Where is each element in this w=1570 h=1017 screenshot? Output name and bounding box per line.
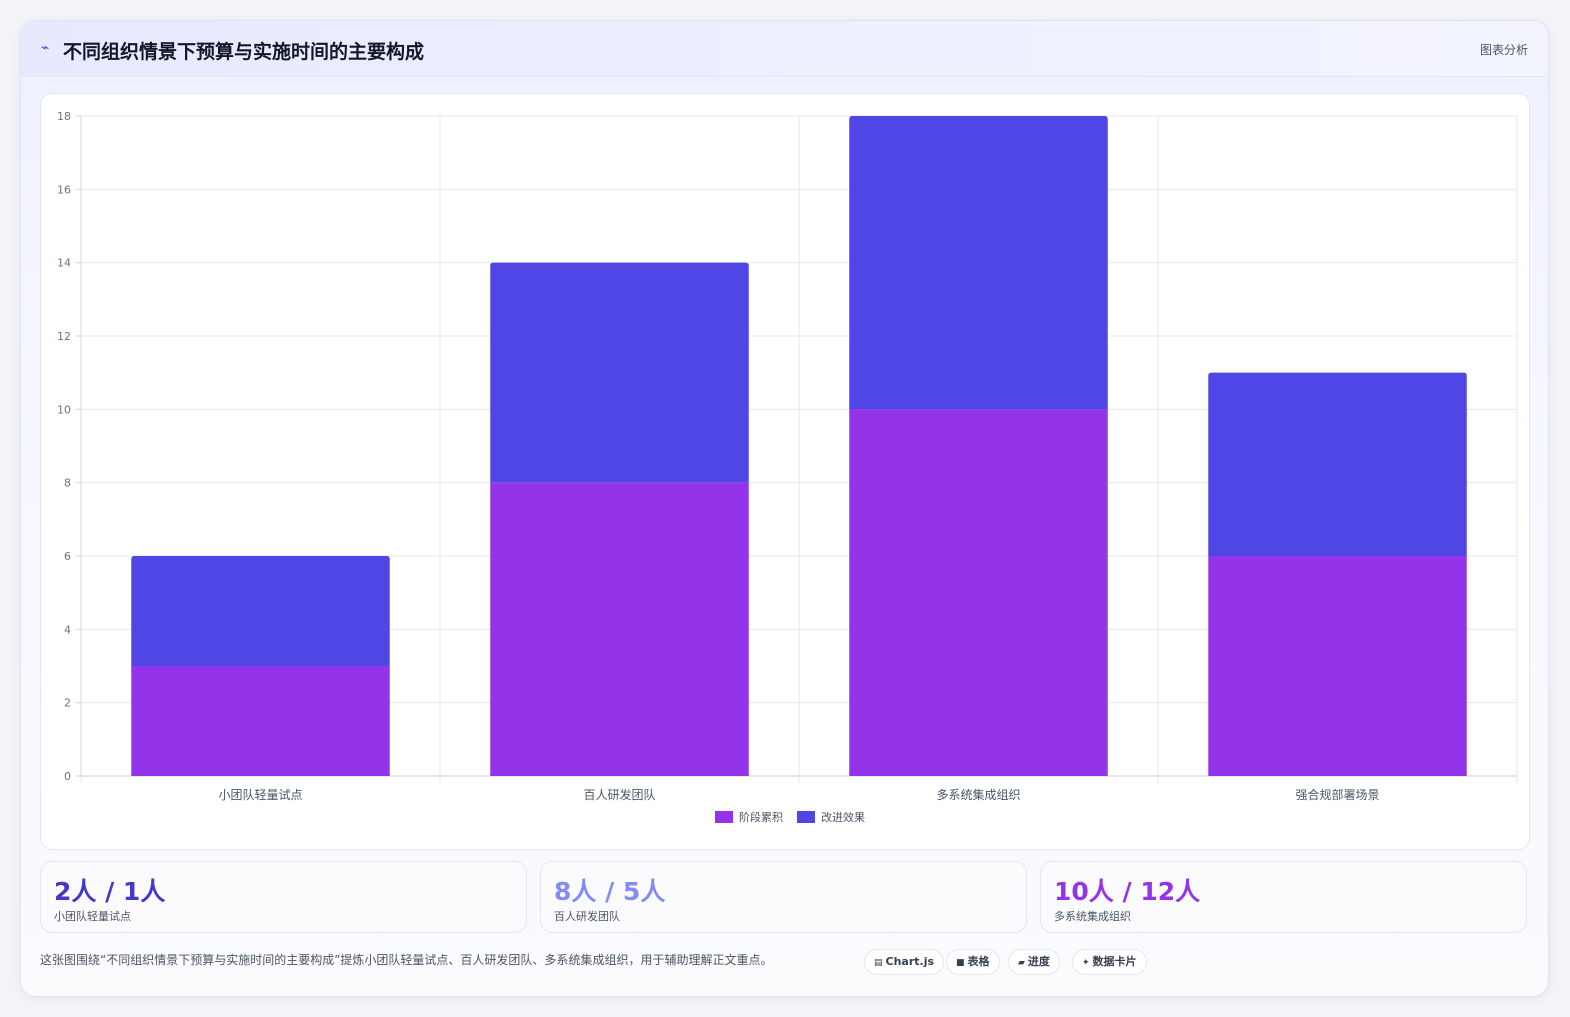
x-tick-label: 百人研发团队 — [583, 787, 655, 802]
tag-label: 数据卡片 — [1092, 955, 1137, 968]
y-tick-label: 16 — [57, 183, 71, 196]
sparkle-icon: ✦ — [1082, 958, 1090, 968]
stat-label: 小团队轻量试点 — [54, 910, 131, 923]
stat-value: 2人 / 1人 — [54, 877, 166, 906]
y-tick-label: 0 — [64, 770, 71, 783]
bar-stage — [490, 482, 749, 776]
bar-stage — [849, 409, 1108, 776]
bar-effect — [849, 116, 1108, 410]
legend-label: 改进效果 — [821, 810, 865, 824]
progress-icon: ▰ — [1018, 958, 1025, 968]
tag-progress[interactable]: ▰ 进度 — [1008, 949, 1060, 975]
table-icon: ■ — [956, 958, 965, 968]
chart-panel: 0 2 4 6 8 10 12 14 16 18 小团队轻量试点 百人研发团队 多系统集成组织 强合规部署… — [40, 93, 1530, 850]
y-tick-label: 12 — [57, 330, 71, 343]
stat-card: 10人 / 12人 多系统集成组织 — [1040, 861, 1527, 933]
y-tick-label: 8 — [64, 477, 71, 490]
trend-line-icon: ⌁ — [41, 40, 50, 56]
y-tick-label: 18 — [57, 110, 71, 123]
y-tick-label: 14 — [57, 257, 71, 270]
x-tick-label: 小团队轻量试点 — [218, 787, 302, 802]
y-tick-label: 6 — [64, 550, 71, 563]
y-tick-label: 10 — [57, 403, 71, 416]
x-tick-label: 多系统集成组织 — [936, 787, 1020, 802]
bar-stage — [1208, 556, 1467, 776]
legend-label: 阶段累积 — [739, 810, 783, 824]
legend-swatch — [715, 811, 733, 823]
stat-card: 2人 / 1人 小团队轻量试点 — [40, 861, 527, 933]
stat-cards: 2人 / 1人 小团队轻量试点 8人 / 5人 百人研发团队 10人 / 12人… — [40, 861, 1530, 933]
stat-label: 百人研发团队 — [554, 910, 620, 923]
bar-effect — [131, 556, 390, 666]
tag-data-card[interactable]: ✦ 数据卡片 — [1072, 949, 1147, 975]
chart-title: 不同组织情景下预算与实施时间的主要构成 — [63, 41, 425, 63]
card-header: ⌁ 不同组织情景下预算与实施时间的主要构成 图表分析 — [21, 21, 1548, 77]
legend-swatch — [797, 811, 815, 823]
tag-table[interactable]: ■ 表格 — [946, 949, 1000, 975]
stacked-bar-chart: 0 2 4 6 8 10 12 14 16 18 小团队轻量试点 百人研发团队 多系统集成组织 强合规部署… — [57, 110, 1518, 824]
chart-card: ⌁ 不同组织情景下预算与实施时间的主要构成 图表分析 0 2 4 6 8 10 12 14 16… — [20, 20, 1549, 997]
x-tick-label: 强合规部署场景 — [1295, 787, 1379, 802]
stat-card: 8人 / 5人 百人研发团队 — [540, 861, 1027, 933]
tag-label: Chart.js — [885, 955, 935, 968]
tag-label: 表格 — [967, 955, 990, 968]
stat-label: 多系统集成组织 — [1054, 910, 1131, 923]
y-tick-label: 4 — [64, 623, 71, 636]
chart-description: 这张图围绕“不同组织情景下预算与实施时间的主要构成”提炼小团队轻量试点、百人研发… — [40, 953, 773, 967]
tag-chartjs[interactable]: ▤ Chart.js — [864, 949, 945, 975]
bar-effect — [490, 262, 749, 483]
y-tick-label: 2 — [64, 697, 71, 710]
bar-effect — [1208, 372, 1467, 556]
chart-icon: ▤ — [874, 958, 883, 968]
tag-label: 进度 — [1027, 955, 1050, 968]
stat-value: 10人 / 12人 — [1054, 877, 1201, 906]
bar-stage — [131, 666, 390, 776]
chart-analysis-link[interactable]: 图表分析 — [1479, 43, 1528, 57]
stat-value: 8人 / 5人 — [554, 877, 666, 906]
